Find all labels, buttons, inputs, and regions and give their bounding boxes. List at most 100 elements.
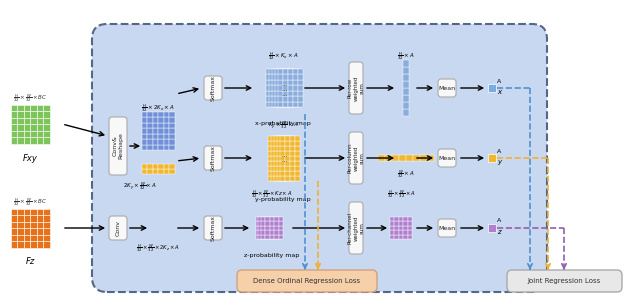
Bar xyxy=(273,161,278,166)
Bar xyxy=(291,85,296,91)
Bar xyxy=(295,176,300,181)
Bar xyxy=(287,91,291,96)
Bar xyxy=(36,105,43,111)
Bar xyxy=(278,136,283,140)
Bar xyxy=(290,170,295,176)
Bar xyxy=(278,85,282,91)
Bar xyxy=(292,80,298,85)
Bar xyxy=(285,161,290,166)
Text: ...: ... xyxy=(282,81,289,87)
Bar xyxy=(169,134,175,139)
Bar xyxy=(276,221,281,226)
Bar xyxy=(292,166,297,170)
Bar xyxy=(43,105,49,111)
Bar xyxy=(282,102,287,107)
Bar xyxy=(10,241,17,248)
Bar xyxy=(287,96,291,102)
Bar xyxy=(390,217,394,221)
Bar xyxy=(289,102,294,107)
Bar xyxy=(279,235,284,239)
Bar xyxy=(10,124,17,130)
Bar xyxy=(280,151,285,155)
Bar xyxy=(141,123,147,128)
Bar xyxy=(279,145,284,151)
Bar xyxy=(271,74,276,80)
Text: $\frac{H}{32}\times\frac{W}{32}\times BC$: $\frac{H}{32}\times\frac{W}{32}\times BC… xyxy=(13,196,47,208)
Bar xyxy=(278,85,284,91)
Bar xyxy=(284,166,289,170)
Bar xyxy=(272,221,276,226)
Bar xyxy=(10,234,17,241)
Bar xyxy=(285,170,290,176)
Bar xyxy=(163,134,169,139)
Bar xyxy=(17,130,24,137)
Bar xyxy=(287,69,292,74)
Text: x: x xyxy=(497,89,501,95)
Bar xyxy=(291,69,296,74)
Bar xyxy=(147,169,152,174)
Bar xyxy=(278,96,282,102)
Bar xyxy=(269,85,273,91)
Bar xyxy=(276,230,281,235)
Bar xyxy=(265,230,269,235)
Bar xyxy=(413,155,420,161)
Bar xyxy=(295,161,300,166)
Bar xyxy=(259,226,263,230)
Bar xyxy=(24,105,30,111)
Bar xyxy=(259,221,263,226)
Text: Fxy: Fxy xyxy=(22,154,37,162)
Bar xyxy=(281,151,286,155)
Bar xyxy=(269,226,274,230)
Bar xyxy=(285,145,290,151)
Bar xyxy=(271,91,276,96)
Bar xyxy=(141,117,147,123)
Text: $\frac{H}{32}\times\frac{W}{32}\times Kz\times A$: $\frac{H}{32}\times\frac{W}{32}\times Kz… xyxy=(252,188,292,200)
Bar xyxy=(279,226,284,230)
Bar xyxy=(275,69,280,74)
Bar xyxy=(281,155,286,161)
Bar xyxy=(158,112,163,117)
Bar xyxy=(408,226,412,230)
Bar xyxy=(269,230,274,235)
Bar xyxy=(276,145,281,151)
Bar xyxy=(275,85,280,91)
Bar xyxy=(282,166,287,170)
Bar xyxy=(30,124,36,130)
Bar xyxy=(24,124,30,130)
Bar xyxy=(408,235,412,239)
Bar xyxy=(275,226,279,230)
Bar xyxy=(152,134,158,139)
Bar xyxy=(286,155,291,161)
Bar xyxy=(285,136,290,140)
Bar xyxy=(274,221,278,226)
Bar xyxy=(284,74,289,80)
Bar xyxy=(273,166,278,170)
Bar xyxy=(289,69,294,74)
Bar xyxy=(284,176,289,181)
Bar xyxy=(273,170,278,176)
Bar xyxy=(287,85,292,91)
FancyBboxPatch shape xyxy=(92,24,547,292)
Bar xyxy=(282,91,287,96)
Bar xyxy=(256,230,260,235)
FancyBboxPatch shape xyxy=(204,76,222,100)
Bar xyxy=(285,80,291,85)
Bar xyxy=(158,164,163,169)
Bar xyxy=(43,124,49,130)
Bar xyxy=(290,166,295,170)
Bar xyxy=(403,221,408,226)
FancyBboxPatch shape xyxy=(109,216,127,240)
Bar xyxy=(286,176,291,181)
Bar xyxy=(275,102,280,107)
Bar xyxy=(292,85,298,91)
Bar xyxy=(292,161,297,166)
Bar xyxy=(277,140,282,145)
Text: $K_y\times\frac{W}{32}\times A$: $K_y\times\frac{W}{32}\times A$ xyxy=(268,119,298,131)
Bar xyxy=(385,155,392,161)
Bar xyxy=(147,112,152,117)
Bar xyxy=(287,80,291,85)
Bar xyxy=(287,69,291,74)
Bar xyxy=(280,155,285,161)
Bar xyxy=(268,170,273,176)
Bar xyxy=(285,155,290,161)
